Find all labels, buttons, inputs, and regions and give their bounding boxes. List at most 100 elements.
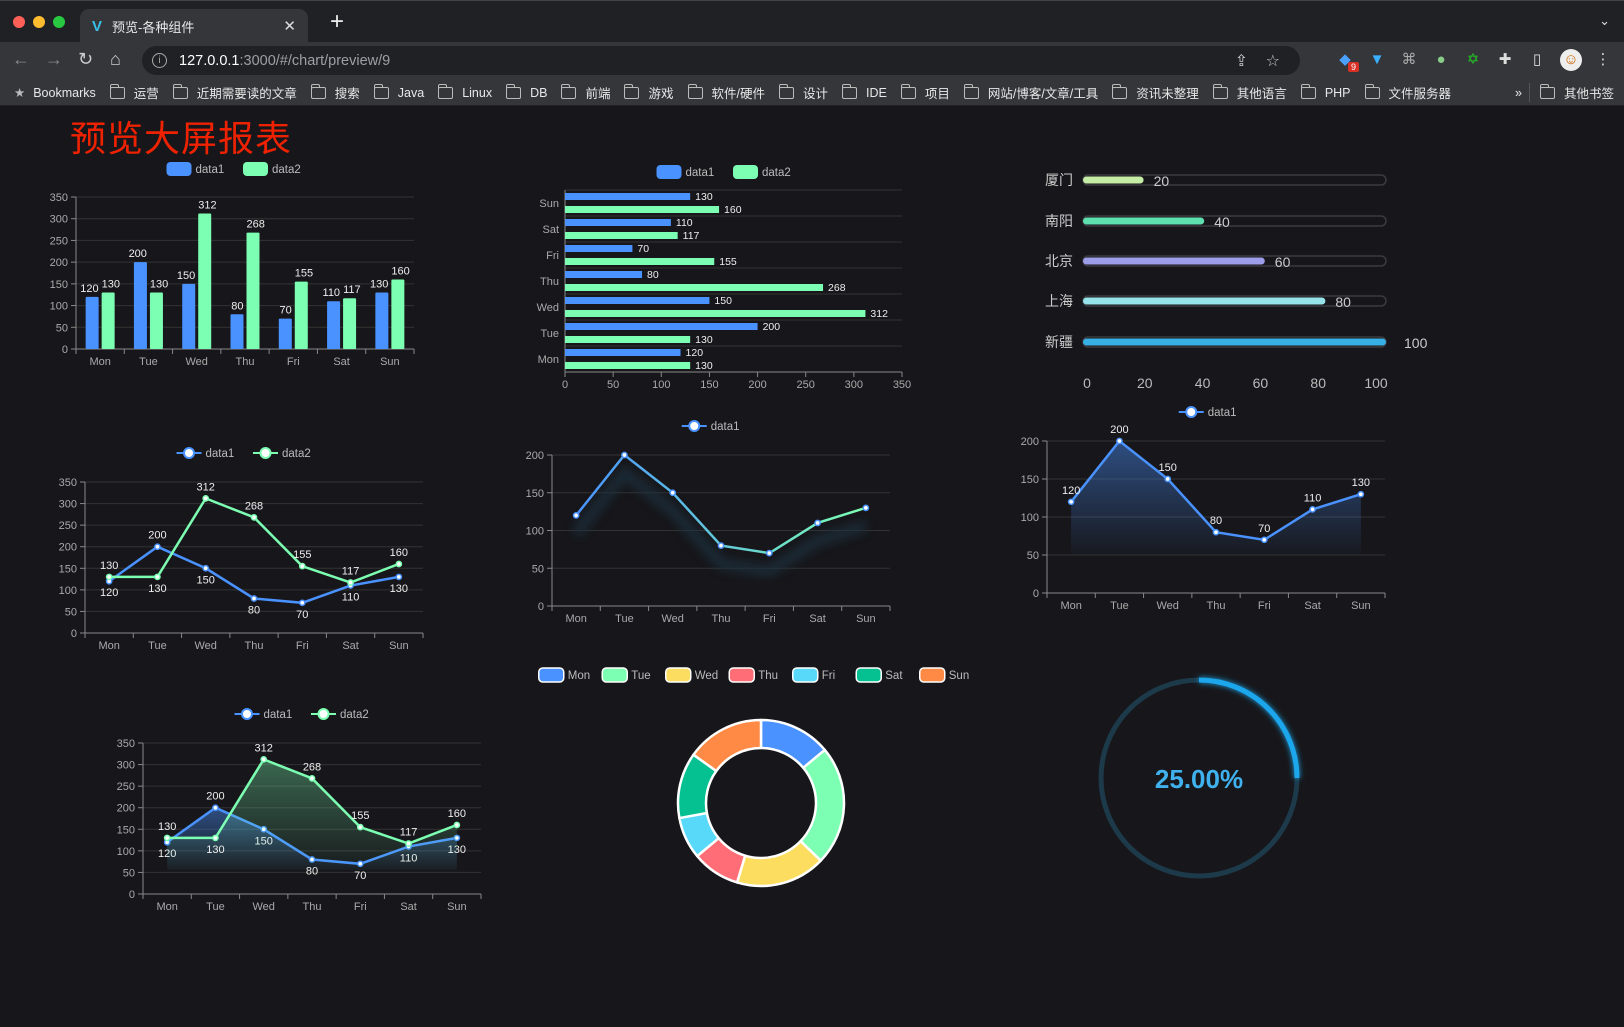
other-bookmarks[interactable]: 其他书签	[1528, 83, 1614, 102]
legend-label: Tue	[631, 670, 650, 682]
home-icon[interactable]: ⌂	[110, 49, 121, 69]
bookmark-folder[interactable]: 近期需要读的文章	[172, 83, 297, 102]
bar-value-label: 117	[683, 230, 700, 242]
maximize-window-button[interactable]	[53, 16, 65, 28]
data-point	[1357, 490, 1365, 498]
progress-fill	[1083, 257, 1265, 265]
x-tick-label: Wed	[1157, 600, 1179, 612]
x-tick-label: Sun	[1351, 600, 1371, 612]
bookmark-folder[interactable]: PHP	[1300, 83, 1351, 102]
bar-value-label: 268	[828, 282, 846, 294]
minimize-window-button[interactable]	[33, 16, 45, 28]
bar-data1	[230, 314, 244, 349]
tab-search-chevron-icon[interactable]: ⌄	[1599, 13, 1610, 28]
bar-value-label: 130	[102, 279, 120, 291]
share-icon[interactable]: ⇪	[1234, 53, 1248, 70]
bookmark-folder[interactable]: 其他语言	[1212, 83, 1287, 102]
bookmark-folder-label: 资讯未整理	[1136, 87, 1199, 101]
extension-icon[interactable]: ◆	[1339, 51, 1351, 68]
tab-close-icon[interactable]: ✕	[283, 18, 296, 35]
star-extension-icon[interactable]: ✡	[1466, 51, 1480, 68]
bookmark-folder[interactable]: 搜索	[310, 83, 360, 102]
data-point	[212, 804, 219, 812]
site-info-icon[interactable]: i	[152, 53, 167, 68]
bookmark-folder[interactable]: 资讯未整理	[1112, 83, 1199, 102]
x-tick-label: 80	[1310, 375, 1326, 391]
bookmarks-overflow[interactable]: »	[1515, 86, 1522, 100]
bookmark-folder[interactable]: 运营	[109, 83, 159, 102]
legend-swatch	[243, 162, 268, 176]
data-point	[356, 823, 364, 831]
back-icon[interactable]: ←	[12, 49, 30, 69]
bookmark-folder[interactable]: 设计	[778, 83, 828, 102]
bar-data2	[565, 232, 678, 239]
bookmarks-item[interactable]: ★ Bookmarks	[14, 85, 96, 101]
bookmark-folder[interactable]: 文件服务器	[1364, 83, 1451, 102]
page-title: 预览大屏报表	[70, 118, 293, 159]
bar-data2	[565, 206, 720, 213]
data-point	[298, 599, 306, 607]
menu-kebab-icon[interactable]: ⋮	[1595, 51, 1611, 68]
bookmarks-label: Bookmarks	[33, 85, 96, 100]
y-tick-label: 0	[71, 628, 77, 640]
legend-label: data1	[196, 164, 225, 176]
side-panel-icon[interactable]: ▯	[1532, 51, 1542, 68]
y-tick-label: 250	[50, 235, 68, 247]
folder-icon	[687, 83, 703, 99]
bookmark-folder[interactable]: 项目	[900, 83, 950, 102]
x-tick-label: Sat	[342, 640, 359, 652]
folder-icon	[1539, 83, 1555, 99]
bar-value-label: 160	[391, 266, 409, 278]
progress-value: 40	[1214, 214, 1230, 230]
bar-value-label: 110	[676, 217, 693, 229]
bookmark-folder[interactable]: Linux	[438, 83, 492, 102]
circle-extension-icon[interactable]: ●	[1436, 51, 1446, 68]
bookmark-folder[interactable]: Java	[373, 83, 424, 102]
x-tick-label: Tue	[206, 901, 225, 913]
data-point	[453, 821, 461, 829]
legend-swatch	[538, 667, 565, 683]
y-tick-label: Sun	[539, 198, 559, 210]
diamond-extension-icon[interactable]: ▼	[1369, 51, 1385, 68]
bookmark-folder[interactable]: DB	[506, 83, 547, 102]
bar-data1	[565, 219, 671, 226]
gauge-value-label: 25.00%	[1155, 764, 1243, 794]
bar-value-label: 150	[714, 295, 732, 307]
bookmark-folder[interactable]: 网站/博客/文章/工具	[963, 83, 1098, 102]
legend-label: data1	[686, 167, 715, 179]
bookmark-folder-label: 搜索	[334, 87, 360, 101]
bookmark-star-icon[interactable]: ☆	[1265, 53, 1280, 70]
data-label: 130	[100, 560, 118, 572]
command-extension-icon[interactable]: ⌘	[1401, 51, 1417, 68]
bookmark-folder-label: Linux	[462, 85, 493, 100]
close-window-button[interactable]	[13, 16, 25, 28]
reload-icon[interactable]: ↻	[78, 49, 94, 69]
star-icon: ★	[14, 86, 26, 100]
puzzle-extensions-icon[interactable]: ✚	[1498, 51, 1512, 68]
x-tick-label: Fri	[1258, 600, 1271, 612]
bar-value-label: 117	[343, 284, 361, 296]
bookmark-folder-label: DB	[530, 85, 548, 100]
address-bar[interactable]: i 127.0.0.1:3000/#/chart/preview/9 ⇪ ☆	[142, 46, 1300, 75]
bookmark-folder[interactable]: 游戏	[624, 83, 674, 102]
bar-data1	[85, 296, 99, 349]
x-tick-label: Wed	[662, 613, 684, 625]
x-tick-label: Fri	[296, 640, 309, 652]
bookmark-folder-label: 运营	[133, 87, 159, 101]
profile-avatar[interactable]: ☺	[1560, 49, 1582, 71]
new-tab-button[interactable]: +	[330, 8, 345, 35]
bar-value-label: 80	[647, 269, 659, 281]
legend-swatch	[665, 667, 692, 683]
folder-icon	[506, 83, 522, 99]
legend-marker-icon	[1185, 406, 1198, 418]
data-point	[202, 564, 210, 572]
forward-icon[interactable]: →	[45, 49, 63, 69]
x-tick-label: Thu	[712, 613, 731, 625]
bookmark-folder[interactable]: IDE	[842, 83, 887, 102]
data-label: 70	[354, 870, 366, 882]
x-tick-label: 200	[748, 379, 766, 391]
x-tick-label: 250	[797, 379, 815, 391]
bookmark-folder[interactable]: 软件/硬件	[687, 83, 765, 102]
browser-tab-active[interactable]: V 预览-各种组件 ✕	[80, 9, 308, 43]
bookmark-folder[interactable]: 前端	[561, 83, 610, 102]
